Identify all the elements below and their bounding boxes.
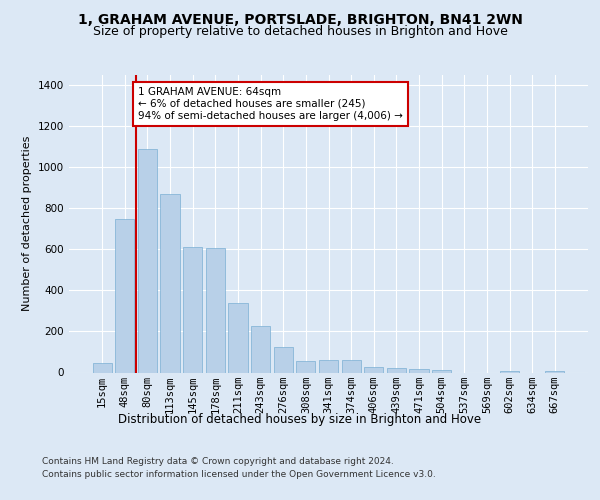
Bar bbox=[183, 248, 202, 372]
Text: Size of property relative to detached houses in Brighton and Hove: Size of property relative to detached ho… bbox=[92, 25, 508, 38]
Bar bbox=[432, 370, 451, 372]
Text: 1 GRAHAM AVENUE: 64sqm
← 6% of detached houses are smaller (245)
94% of semi-det: 1 GRAHAM AVENUE: 64sqm ← 6% of detached … bbox=[139, 88, 403, 120]
Bar bbox=[160, 194, 180, 372]
Text: 1, GRAHAM AVENUE, PORTSLADE, BRIGHTON, BN41 2WN: 1, GRAHAM AVENUE, PORTSLADE, BRIGHTON, B… bbox=[77, 12, 523, 26]
Bar bbox=[341, 360, 361, 372]
Bar bbox=[229, 302, 248, 372]
Text: Distribution of detached houses by size in Brighton and Hove: Distribution of detached houses by size … bbox=[118, 412, 482, 426]
Bar bbox=[251, 326, 270, 372]
Bar bbox=[296, 361, 316, 372]
Bar bbox=[206, 248, 225, 372]
Bar bbox=[274, 347, 293, 372]
Bar bbox=[409, 370, 428, 372]
Bar bbox=[138, 149, 157, 372]
Text: Contains HM Land Registry data © Crown copyright and database right 2024.: Contains HM Land Registry data © Crown c… bbox=[42, 458, 394, 466]
Bar bbox=[115, 218, 134, 372]
Bar bbox=[364, 368, 383, 372]
Bar bbox=[387, 368, 406, 372]
Text: Contains public sector information licensed under the Open Government Licence v3: Contains public sector information licen… bbox=[42, 470, 436, 479]
Y-axis label: Number of detached properties: Number of detached properties bbox=[22, 136, 32, 312]
Bar bbox=[319, 360, 338, 372]
Bar bbox=[92, 364, 112, 372]
